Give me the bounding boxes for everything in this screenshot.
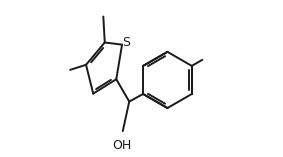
- Text: S: S: [122, 36, 130, 49]
- Text: OH: OH: [112, 139, 132, 152]
